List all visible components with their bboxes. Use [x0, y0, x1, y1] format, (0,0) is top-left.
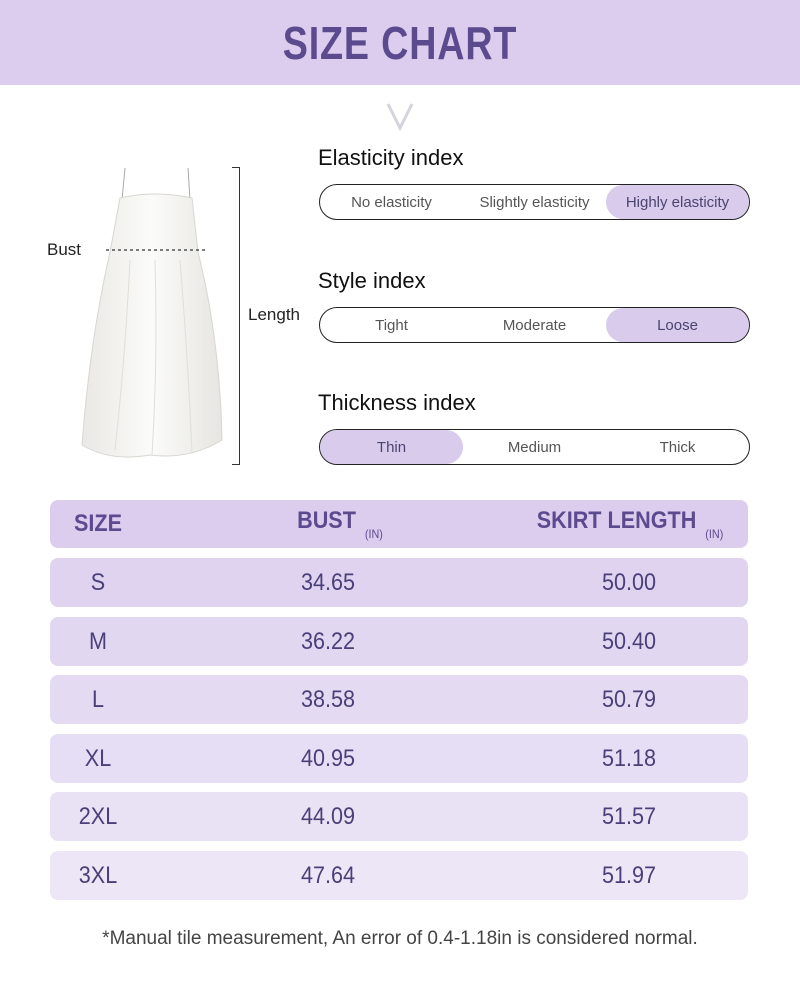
table-header: SIZE BUST (IN) SKIRT LENGTH (IN) [50, 500, 748, 548]
header-length: SKIRT LENGTH (IN) [537, 507, 724, 541]
header-length-unit: (IN) [705, 527, 724, 541]
index-option: Medium [507, 438, 562, 456]
cell-length: 51.97 [601, 861, 657, 889]
index-scale: No elasticity Slightly elasticity Highly e… [319, 184, 750, 220]
index-scale: Tight Moderate Loose [319, 307, 750, 343]
table-row: XL 40.95 51.18 [50, 734, 748, 783]
table-row: 3XL 47.64 51.97 [50, 851, 748, 900]
cell-bust: 34.65 [300, 568, 356, 596]
dress-image [81, 167, 223, 458]
index-scale: Thin Medium Thick [319, 429, 750, 465]
cell-size: M [89, 627, 107, 655]
cell-bust: 36.22 [300, 627, 356, 655]
cell-length: 50.00 [601, 568, 657, 596]
index-option: Tight [375, 316, 408, 334]
cell-size: XL [84, 744, 112, 772]
table-row: M 36.22 50.40 [50, 617, 748, 666]
length-label: Length [248, 305, 300, 324]
length-bracket [232, 167, 240, 465]
cell-bust: 38.58 [300, 685, 356, 713]
page-title: SIZE CHART [282, 16, 518, 69]
cell-bust: 44.09 [300, 802, 356, 830]
cell-size: 2XL [78, 802, 118, 830]
cell-length: 51.57 [601, 802, 657, 830]
index-option: Thick [659, 438, 696, 456]
cell-size: S [90, 568, 106, 596]
index-option: No elasticity [351, 193, 432, 211]
index-title: Style index [318, 268, 426, 293]
index-title: Elasticity index [318, 145, 464, 170]
cell-length: 51.18 [601, 744, 657, 772]
index-title: Thickness index [318, 390, 476, 415]
header-bust-unit: (IN) [364, 527, 383, 541]
bust-label: Bust [47, 240, 82, 259]
cell-size: 3XL [78, 861, 118, 889]
cell-size: L [91, 685, 105, 713]
cell-length: 50.79 [601, 685, 657, 713]
table-row: S 34.65 50.00 [50, 558, 748, 607]
cell-bust: 47.64 [300, 861, 356, 889]
header-banner: SIZE CHART [0, 0, 800, 85]
index-option: Loose [606, 308, 749, 342]
cell-length: 50.40 [601, 627, 657, 655]
chevron-down-icon [386, 103, 414, 132]
table-row: 2XL 44.09 51.57 [50, 792, 748, 841]
table-row: L 38.58 50.79 [50, 675, 748, 724]
footnote: *Manual tile measurement, An error of 0.… [102, 928, 698, 949]
header-bust-label: BUST [297, 507, 356, 534]
index-option: Thin [320, 430, 463, 464]
index-option: Moderate [502, 316, 567, 334]
index-option: Slightly elasticity [479, 193, 590, 211]
header-length-label: SKIRT LENGTH [536, 507, 697, 534]
index-option: Highly elasticity [606, 185, 749, 219]
header-bust: BUST (IN) [297, 507, 383, 541]
cell-bust: 40.95 [300, 744, 356, 772]
header-size: SIZE [73, 510, 123, 537]
